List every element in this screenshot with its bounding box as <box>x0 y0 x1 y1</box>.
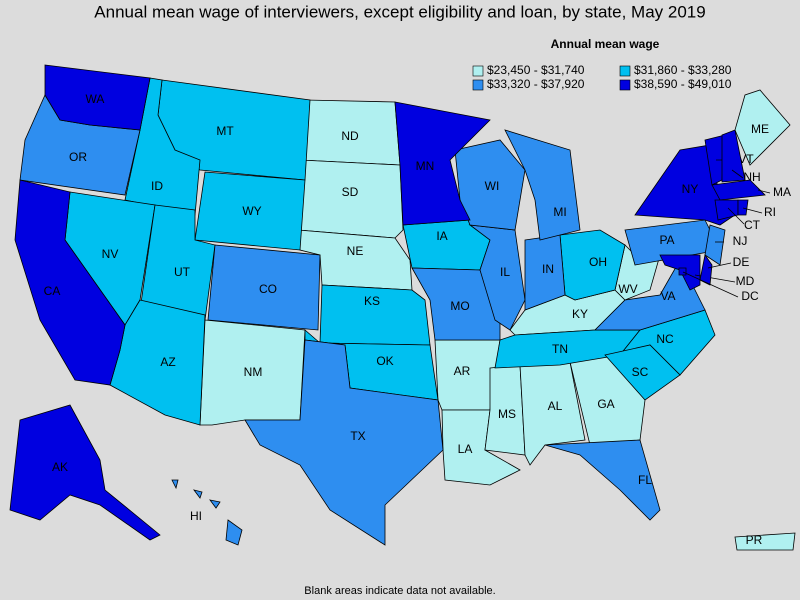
state-label: PA <box>659 233 674 247</box>
leader-line <box>757 189 771 194</box>
state <box>604 344 681 401</box>
legend-label: $38,590 - $49,010 <box>634 77 732 91</box>
legend-swatch <box>472 65 484 77</box>
state <box>171 479 179 490</box>
state <box>225 519 243 546</box>
legend-title: Annual mean wage <box>551 37 660 51</box>
state <box>244 339 444 546</box>
state-label: DE <box>733 255 750 269</box>
leader-line <box>731 169 744 179</box>
state-label: GA <box>597 397 614 411</box>
state-label: UT <box>174 265 191 279</box>
state-label: RI <box>764 205 776 219</box>
state-label: NV <box>102 247 119 261</box>
state <box>319 284 431 346</box>
state-label: MT <box>216 124 234 138</box>
state-label: NC <box>656 332 674 346</box>
legend-label: $23,450 - $31,740 <box>487 63 585 77</box>
state-label: CT <box>744 218 761 232</box>
leader-line <box>742 207 763 214</box>
state-label: ID <box>151 179 163 193</box>
state-label: MA <box>773 185 791 199</box>
state-label: CO <box>259 282 277 296</box>
map-title: Annual mean wage of interviewers, except… <box>94 2 705 21</box>
state-label: NM <box>244 365 263 379</box>
legend-label: $33,320 - $37,920 <box>487 77 585 91</box>
legend-swatch <box>619 79 631 91</box>
state-label: MI <box>553 205 566 219</box>
state-label: AK <box>52 460 68 474</box>
state-label: MD <box>736 274 755 288</box>
leader-line <box>682 271 739 298</box>
state-label: TX <box>350 429 365 443</box>
state <box>734 89 791 166</box>
state-label: OR <box>69 150 87 164</box>
state <box>193 489 203 499</box>
state-label: MS <box>498 407 516 421</box>
state-label: AL <box>548 399 563 413</box>
state-label: IN <box>542 262 554 276</box>
state-label: MN <box>416 159 435 173</box>
state <box>737 199 749 216</box>
state <box>544 439 661 521</box>
state <box>678 267 687 276</box>
state <box>394 101 491 226</box>
state <box>468 224 526 331</box>
state-label: DC <box>741 289 759 303</box>
state <box>711 179 766 201</box>
state <box>721 129 746 183</box>
state-label: VT <box>738 152 754 166</box>
state-label: SC <box>632 365 649 379</box>
state <box>504 129 581 241</box>
state <box>44 64 151 131</box>
state-label: KY <box>572 307 588 321</box>
legend-label: $31,860 - $33,280 <box>634 63 732 77</box>
leader-line <box>707 262 732 269</box>
state-label: OH <box>589 255 607 269</box>
state-label: WA <box>86 92 105 106</box>
legend: $23,450 - $31,740 $31,860 - $33,280 $33,32… <box>472 63 732 91</box>
state-label: ND <box>341 129 359 143</box>
state-label: AR <box>454 364 471 378</box>
state-label: LA <box>458 442 473 456</box>
state-label: WY <box>242 204 261 218</box>
state-label: WV <box>618 282 637 296</box>
state <box>207 244 321 331</box>
state <box>14 179 126 386</box>
state-label: NE <box>347 244 364 258</box>
state-label: TN <box>552 342 568 356</box>
state-label: VA <box>660 289 675 303</box>
state <box>734 532 796 551</box>
state-label: IL <box>500 265 510 279</box>
state-label: MO <box>450 299 469 313</box>
leader-line <box>727 207 745 225</box>
state-label: CA <box>44 284 61 298</box>
legend-swatch <box>619 65 631 77</box>
state-label: IA <box>436 229 447 243</box>
state <box>209 499 221 509</box>
state-label: WI <box>485 179 500 193</box>
state-label: OK <box>376 354 393 368</box>
state-label: ME <box>751 122 769 136</box>
state <box>659 254 701 291</box>
legend-swatch <box>472 79 484 91</box>
state-label: AZ <box>160 355 175 369</box>
state-label: NY <box>682 182 699 196</box>
state <box>9 404 161 541</box>
state <box>194 171 306 251</box>
state-label: FL <box>638 473 652 487</box>
state <box>699 254 713 286</box>
state-label: SD <box>342 185 359 199</box>
state-label: HI <box>190 509 202 523</box>
state-label: NJ <box>733 234 748 248</box>
state-label: PR <box>746 533 763 547</box>
state-label: KS <box>364 294 380 308</box>
footnote: Blank areas indicate data not available. <box>304 585 495 597</box>
states: ND SD NE NM AR LA MS AL GA KY WV ME PR MT ID WY NV UT AZ KS… <box>9 64 796 551</box>
